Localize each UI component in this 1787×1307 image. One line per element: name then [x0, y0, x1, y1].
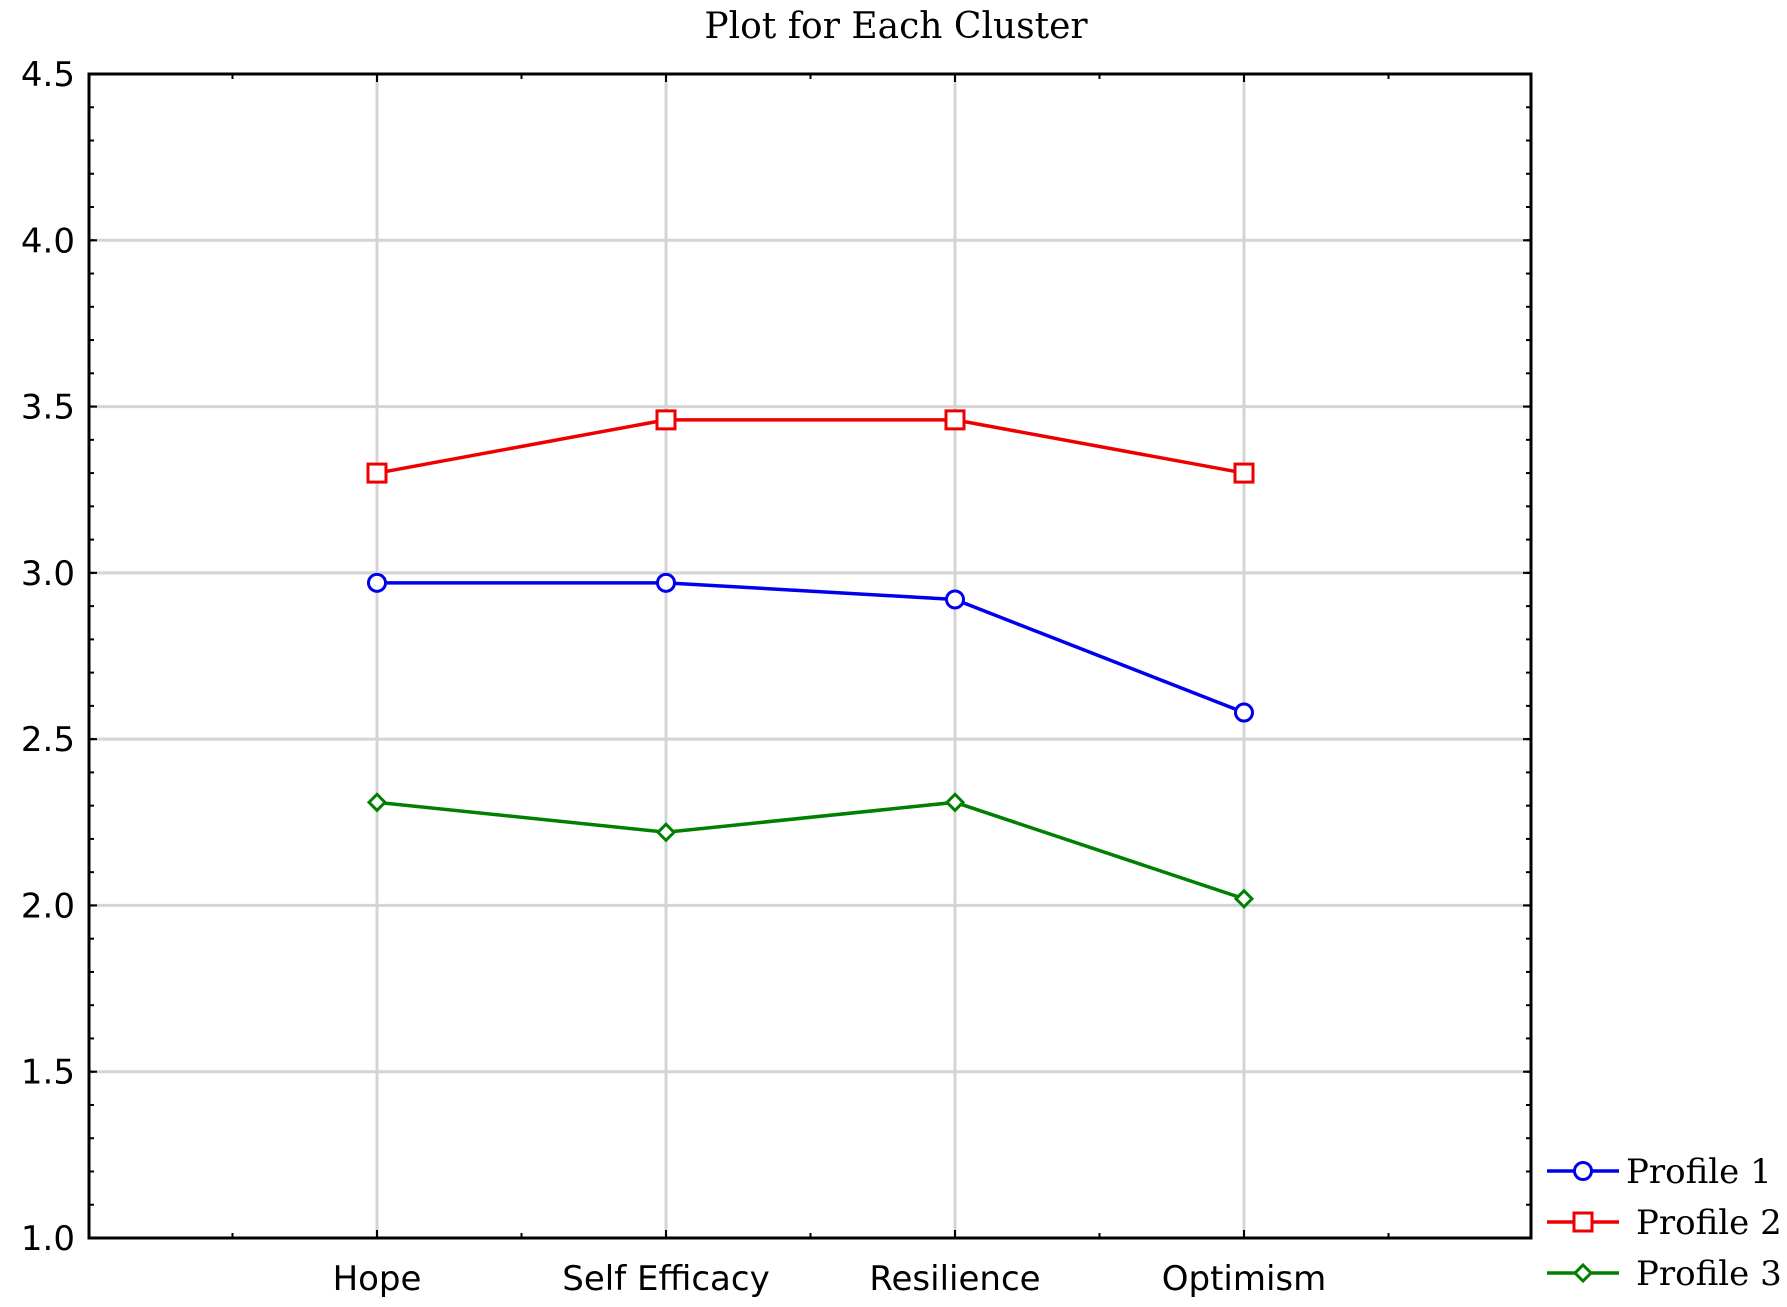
x-tick-label: Resilience	[869, 1259, 1040, 1299]
data-point	[1233, 462, 1255, 484]
y-tick-label: 3.5	[21, 388, 75, 428]
data-point	[1234, 702, 1254, 723]
y-tick-label: 4.0	[21, 221, 75, 261]
x-tick-label: Optimism	[1162, 1259, 1327, 1299]
legend-label: Profile 3	[1636, 1254, 1782, 1294]
y-tick-label: 3.0	[21, 554, 75, 594]
data-point	[655, 822, 677, 843]
y-tick-label: 2.0	[21, 886, 75, 926]
y-tick-label: 1.5	[21, 1053, 75, 1093]
series-line	[376, 800, 1245, 901]
data-point	[1233, 888, 1255, 909]
legend-item: Profile 3	[1547, 1254, 1782, 1294]
data-point	[366, 792, 388, 813]
series-3	[366, 792, 1255, 909]
series	[366, 409, 1255, 909]
legend: Profile 1 Profile 2 Profile 3	[1547, 1152, 1782, 1294]
data-point	[656, 572, 676, 593]
y-tick-label: 1.0	[21, 1219, 75, 1259]
data-point	[944, 792, 966, 813]
x-tick-label: Hope	[333, 1259, 422, 1299]
series-line	[377, 581, 1245, 715]
legend-label: Profile 1	[1626, 1152, 1772, 1192]
data-point	[367, 572, 387, 593]
y-tick-label: 2.5	[21, 720, 75, 760]
legend-label: Profile 2	[1636, 1203, 1782, 1243]
legend-swatch-marker	[1572, 1211, 1594, 1233]
x-tick-label: Self Efficacy	[562, 1259, 769, 1299]
chart-title: Plot for Each Cluster	[704, 6, 1088, 47]
data-point	[366, 462, 388, 484]
grid	[89, 74, 1531, 1238]
legend-item: Profile 1	[1547, 1152, 1772, 1192]
legend-swatch-marker	[1573, 1161, 1593, 1181]
plot-frame	[87, 72, 1533, 1240]
data-point	[655, 409, 677, 431]
data-point	[945, 589, 965, 610]
series-line	[376, 418, 1245, 475]
data-point	[944, 409, 966, 431]
ticks	[89, 73, 1531, 1239]
axis-labels: 1.0 1.5 2.0 2.5 3.0 3.5 4.0 4.5 Hope Self Efficac…	[21, 55, 1326, 1299]
legend-swatch-marker	[1572, 1262, 1594, 1284]
legend-item: Profile 2	[1547, 1203, 1782, 1243]
y-tick-label: 4.5	[21, 55, 75, 95]
series-2	[366, 409, 1255, 484]
series-1	[367, 572, 1254, 723]
